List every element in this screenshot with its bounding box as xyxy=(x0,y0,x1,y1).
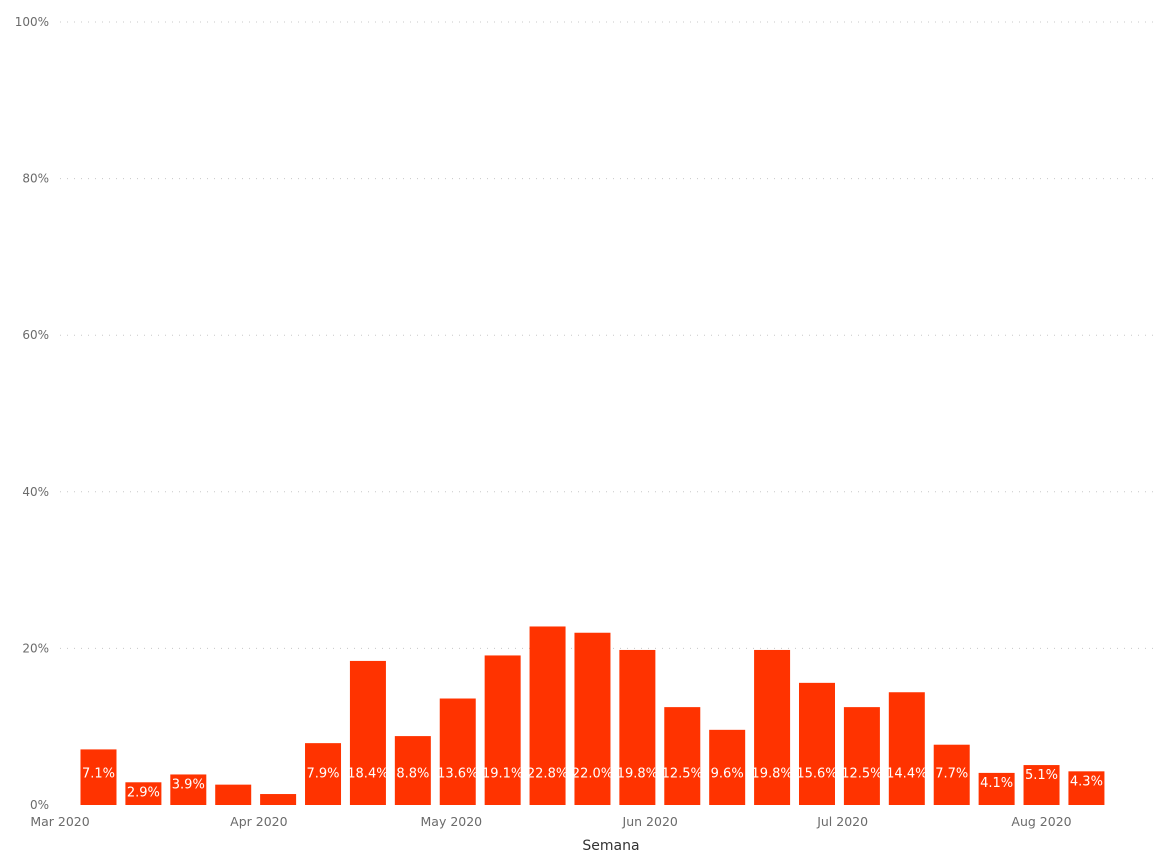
data-label: 19.8% xyxy=(617,767,658,782)
x-tick-label: Jun 2020 xyxy=(622,814,678,829)
bar[interactable] xyxy=(170,774,207,805)
bar[interactable] xyxy=(1068,771,1105,805)
y-tick-label: 80% xyxy=(22,172,49,186)
y-tick-label: 40% xyxy=(22,485,49,499)
data-label: 8.8% xyxy=(396,767,429,782)
bar[interactable] xyxy=(933,744,970,805)
bar[interactable] xyxy=(798,682,835,805)
bar[interactable] xyxy=(709,729,746,805)
y-tick-label: 20% xyxy=(22,641,49,655)
bar[interactable] xyxy=(664,707,701,805)
bar[interactable] xyxy=(260,794,297,805)
data-label: 4.1% xyxy=(980,776,1013,791)
data-label: 2.9% xyxy=(127,785,160,800)
bar[interactable] xyxy=(394,736,431,805)
bar[interactable] xyxy=(484,655,521,805)
data-label: 22.0% xyxy=(572,767,613,782)
y-axis: 0% 20% 40% 60% 80% 100% xyxy=(15,15,49,812)
data-label: 22.8% xyxy=(527,767,568,782)
data-label: 12.5% xyxy=(662,767,703,782)
data-label: 9.6% xyxy=(711,767,744,782)
data-labels: 7.1% 2.9% 3.9% 7.9% 18.4% 8.8% 13.6% 19.1% 22.8%… xyxy=(82,767,1103,801)
y-tick-label: 0% xyxy=(30,798,49,812)
bar[interactable] xyxy=(305,743,342,805)
bar[interactable] xyxy=(439,698,476,805)
data-label: 5.1% xyxy=(1025,768,1058,783)
y-tick-label: 100% xyxy=(15,15,49,29)
data-label: 14.4% xyxy=(886,767,927,782)
x-tick-label: May 2020 xyxy=(421,814,483,829)
bar[interactable] xyxy=(349,660,386,805)
data-label: 3.9% xyxy=(172,777,205,792)
x-tick-label: Aug 2020 xyxy=(1011,814,1071,829)
bars xyxy=(80,626,1105,805)
bar[interactable] xyxy=(754,649,791,805)
data-label: 19.1% xyxy=(482,767,523,782)
y-tick-label: 60% xyxy=(22,328,49,342)
bar[interactable] xyxy=(888,692,925,805)
data-label: 7.1% xyxy=(82,767,115,782)
x-tick-label: Apr 2020 xyxy=(230,814,287,829)
bar[interactable] xyxy=(80,749,117,805)
bar[interactable] xyxy=(215,784,252,805)
x-axis-title: Semana xyxy=(582,838,639,854)
data-label: 15.6% xyxy=(796,767,837,782)
bar[interactable] xyxy=(843,707,880,805)
x-tick-label: Mar 2020 xyxy=(30,814,89,829)
data-label: 18.4% xyxy=(347,767,388,782)
x-axis: Mar 2020 Apr 2020 May 2020 Jun 2020 Jul 2020… xyxy=(30,814,1071,829)
bar[interactable] xyxy=(619,649,656,805)
data-label: 19.8% xyxy=(751,767,792,782)
bar[interactable] xyxy=(574,632,611,805)
x-tick-label: Jul 2020 xyxy=(816,814,868,829)
data-label: 7.7% xyxy=(935,767,968,782)
data-label: 7.9% xyxy=(307,767,340,782)
gridlines xyxy=(60,21,1157,649)
data-label: 12.5% xyxy=(841,767,882,782)
data-label: 13.6% xyxy=(437,767,478,782)
bar[interactable] xyxy=(1023,765,1060,805)
bar[interactable] xyxy=(529,626,566,805)
bar[interactable] xyxy=(125,782,162,805)
bar[interactable] xyxy=(978,772,1015,805)
data-label: 4.3% xyxy=(1070,774,1103,789)
